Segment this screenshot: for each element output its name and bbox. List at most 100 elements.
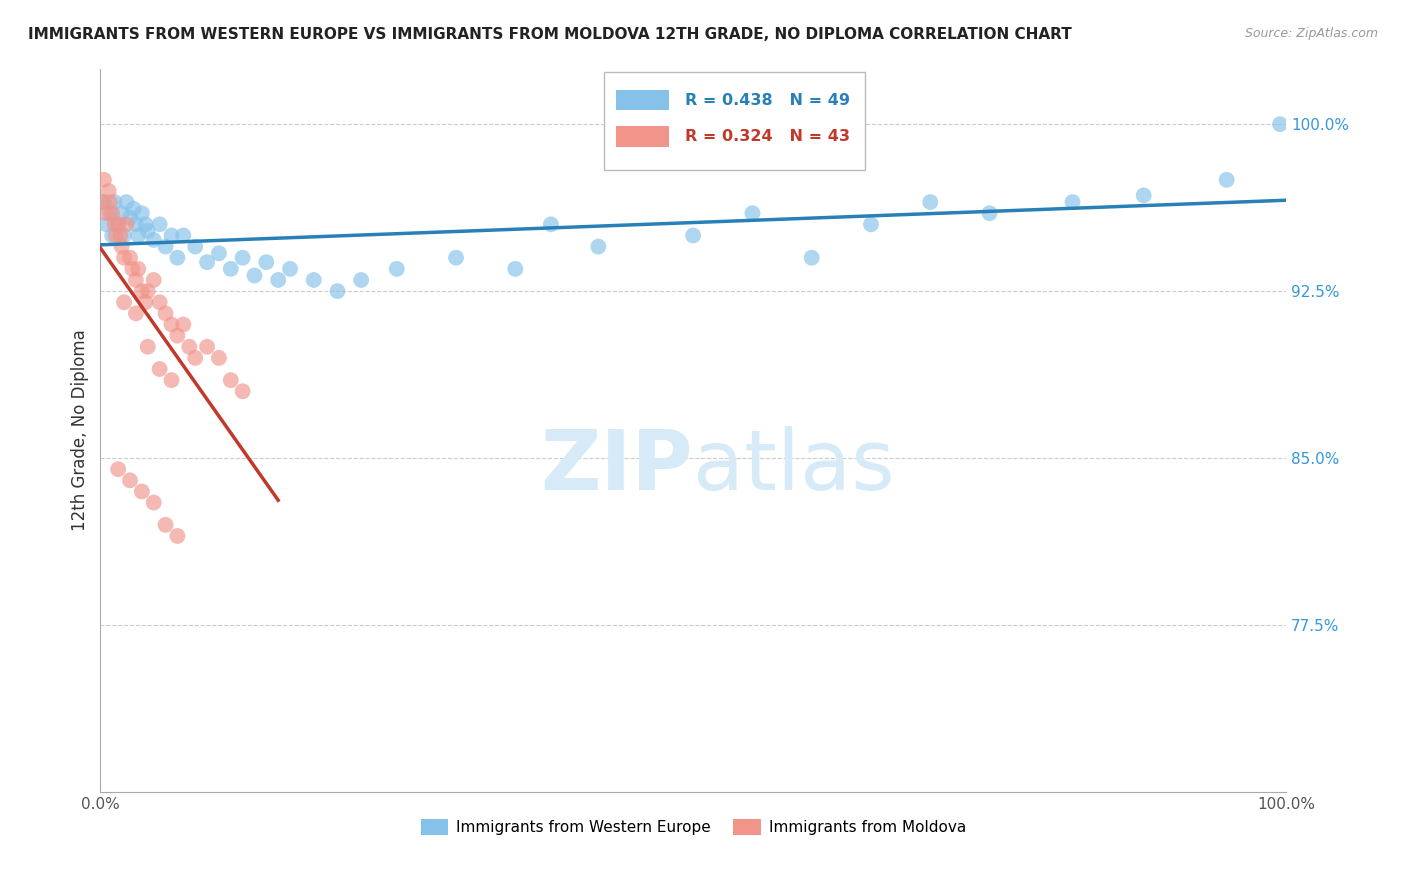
Point — [149, 362, 172, 376]
Point — [326, 284, 349, 298]
Point — [134, 217, 156, 231]
Point — [118, 473, 141, 487]
Point — [142, 233, 165, 247]
Point — [149, 295, 172, 310]
Point — [243, 268, 266, 283]
Point — [121, 261, 143, 276]
Point — [118, 251, 141, 265]
Point — [682, 228, 704, 243]
Point — [208, 246, 231, 260]
Point — [142, 495, 165, 509]
Point — [302, 273, 325, 287]
Point — [155, 239, 177, 253]
Point — [160, 318, 183, 332]
Point — [160, 373, 183, 387]
Bar — [616, 127, 669, 146]
Point — [155, 306, 177, 320]
Point — [104, 228, 127, 243]
Point — [142, 273, 165, 287]
Point — [136, 224, 159, 238]
Point — [107, 462, 129, 476]
Point — [179, 340, 201, 354]
Point — [136, 340, 159, 354]
Point — [160, 228, 183, 243]
Point — [131, 284, 153, 298]
Point — [1062, 195, 1084, 210]
Point — [232, 251, 254, 265]
Point — [172, 228, 194, 243]
Point — [115, 217, 138, 231]
Point — [136, 284, 159, 298]
Point — [195, 340, 218, 354]
Point — [166, 529, 188, 543]
Point — [125, 217, 148, 231]
Point — [98, 206, 121, 220]
Point — [127, 261, 149, 276]
Point — [540, 217, 562, 231]
Point — [505, 261, 527, 276]
Legend: Immigrants from Western Europe, Immigrants from Moldova: Immigrants from Western Europe, Immigran… — [420, 819, 966, 835]
Point — [232, 384, 254, 399]
Point — [125, 306, 148, 320]
Point — [1268, 117, 1291, 131]
Point — [110, 228, 132, 243]
Point — [97, 184, 120, 198]
Point — [350, 273, 373, 287]
Point — [155, 517, 177, 532]
Point — [98, 195, 121, 210]
Point — [131, 206, 153, 220]
Point — [800, 251, 823, 265]
Point — [859, 217, 882, 231]
Point — [111, 239, 134, 253]
Point — [588, 239, 610, 253]
Point — [195, 255, 218, 269]
Point — [254, 255, 277, 269]
Point — [979, 206, 1001, 220]
Text: atlas: atlas — [693, 425, 894, 507]
Point — [112, 295, 135, 310]
Text: IMMIGRANTS FROM WESTERN EUROPE VS IMMIGRANTS FROM MOLDOVA 12TH GRADE, NO DIPLOMA: IMMIGRANTS FROM WESTERN EUROPE VS IMMIGR… — [28, 27, 1071, 42]
Point — [93, 195, 115, 210]
Point — [184, 351, 207, 365]
Point — [385, 261, 408, 276]
Point — [166, 328, 188, 343]
Bar — [616, 90, 669, 111]
Point — [219, 373, 242, 387]
Text: R = 0.438   N = 49: R = 0.438 N = 49 — [685, 93, 849, 108]
Point — [278, 261, 301, 276]
Text: R = 0.324   N = 43: R = 0.324 N = 43 — [685, 129, 849, 144]
Point — [112, 251, 135, 265]
Text: ZIP: ZIP — [541, 425, 693, 507]
Point — [101, 206, 124, 220]
Point — [444, 251, 467, 265]
Point — [118, 211, 141, 225]
Point — [1132, 188, 1154, 202]
Point — [91, 195, 114, 210]
Text: Source: ZipAtlas.com: Source: ZipAtlas.com — [1244, 27, 1378, 40]
Point — [172, 318, 194, 332]
Point — [103, 217, 125, 231]
Point — [219, 261, 242, 276]
Point — [96, 217, 118, 231]
Point — [127, 228, 149, 243]
Point — [920, 195, 942, 210]
Point — [107, 217, 129, 231]
Point — [111, 206, 134, 220]
Point — [103, 195, 125, 210]
Point — [107, 217, 129, 231]
Point — [184, 239, 207, 253]
Y-axis label: 12th Grade, No Diploma: 12th Grade, No Diploma — [72, 329, 89, 531]
Point — [741, 206, 763, 220]
Point — [149, 217, 172, 231]
Point — [96, 206, 118, 220]
Point — [112, 228, 135, 243]
Point — [101, 228, 124, 243]
Point — [93, 173, 115, 187]
Point — [115, 195, 138, 210]
Point — [134, 295, 156, 310]
Point — [1215, 173, 1237, 187]
Point — [122, 202, 145, 216]
Point — [125, 273, 148, 287]
Point — [166, 251, 188, 265]
FancyBboxPatch shape — [605, 72, 865, 169]
